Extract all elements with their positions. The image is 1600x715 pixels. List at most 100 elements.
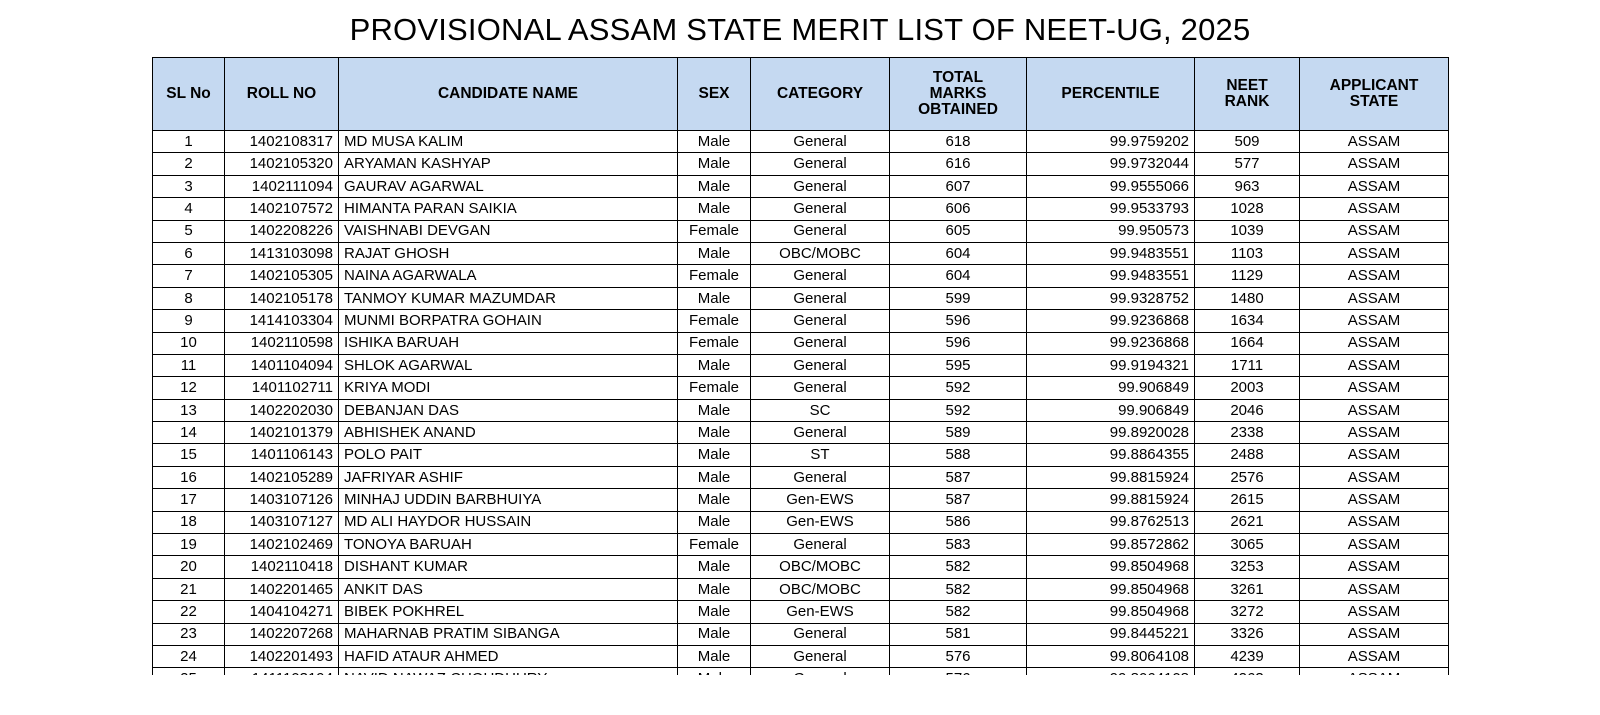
cell-candidate-name: HAFID ATAUR AHMED — [338, 644, 678, 669]
table-row[interactable]: 4 1402107572 HIMANTA PARAN SAIKIA Male Gener… — [152, 197, 1449, 221]
table-row[interactable]: 12 1401102711 KRIYA MODI Female General 592 99… — [152, 376, 1449, 400]
cell-percentile: 99.8762513 — [1026, 510, 1195, 535]
table-row[interactable]: 11 1401104094 SHLOK AGARWAL Male General 595 9… — [152, 353, 1449, 378]
cell-roll-no: 1401104094 — [224, 353, 339, 378]
cell-sex: Male — [677, 421, 751, 445]
cell-percentile: 99.9236868 — [1026, 331, 1195, 355]
cell-applicant-state: ASSAM — [1299, 241, 1449, 266]
table-row[interactable]: 5 1402208226 VAISHNABI DEVGAN Female General… — [152, 219, 1449, 243]
table-row[interactable]: 19 1402102469 TONOYA BARUAH Female General 58… — [152, 533, 1449, 557]
cell-sl-no: 24 — [152, 644, 225, 669]
cell-neet-rank: 3272 — [1194, 600, 1300, 624]
cell-neet-rank: 3065 — [1194, 533, 1300, 557]
cell-roll-no: 1403107127 — [224, 510, 339, 535]
cell-total-marks: 599 — [889, 286, 1027, 311]
cell-candidate-name: MINHAJ UDDIN BARBHUIYA — [338, 488, 678, 512]
header-line: MARKS — [929, 84, 987, 102]
cell-total-marks: 596 — [889, 309, 1027, 333]
cell-neet-rank: 3253 — [1194, 555, 1300, 579]
cell-candidate-name: VAISHNABI DEVGAN — [338, 219, 678, 243]
cell-candidate-name: BIBEK POKHREL — [338, 600, 678, 624]
cell-sex: Male — [677, 577, 751, 602]
header-line: CATEGORY — [776, 84, 864, 102]
cell-neet-rank: 2621 — [1194, 510, 1300, 535]
cell-roll-no: 1402110418 — [224, 555, 339, 579]
table-row[interactable]: 9 1414103304 MUNMI BORPATRA GOHAIN Female Ge… — [152, 309, 1449, 333]
table-row[interactable]: 15 1401106143 POLO PAIT Male ST 588 99.8864355… — [152, 443, 1449, 467]
cell-sl-no: 13 — [152, 398, 225, 423]
column-header-category: CATEGORY — [750, 57, 890, 131]
cell-sl-no: 21 — [152, 577, 225, 602]
table-row[interactable]: 3 1402111094 GAURAV AGARWAL Male General 607 9… — [152, 174, 1449, 199]
cell-category: General — [750, 465, 890, 490]
cell-candidate-name: SHLOK AGARWAL — [338, 353, 678, 378]
cell-percentile: 99.9759202 — [1026, 129, 1195, 154]
cell-sl-no: 19 — [152, 533, 225, 557]
table-row[interactable]: 10 1402110598 ISHIKA BARUAH Female General 59… — [152, 331, 1449, 355]
cell-neet-rank: 2003 — [1194, 376, 1300, 400]
cell-applicant-state: ASSAM — [1299, 577, 1449, 602]
cell-sex: Female — [677, 533, 751, 557]
cell-sl-no: 7 — [152, 264, 225, 288]
table-row[interactable]: 7 1402105305 NAINA AGARWALA Female General 60… — [152, 264, 1449, 288]
table-row[interactable]: 14 1402101379 ABHISHEK ANAND Male General 589… — [152, 421, 1449, 445]
cell-total-marks: 589 — [889, 421, 1027, 445]
cell-percentile: 99.9236868 — [1026, 309, 1195, 333]
table-row[interactable]: 20 1402110418 DISHANT KUMAR Male OBC/MOBC 582… — [152, 555, 1449, 579]
cell-total-marks: 586 — [889, 510, 1027, 535]
cell-percentile: 99.906849 — [1026, 398, 1195, 423]
table-row[interactable]: 2 1402105320 ARYAMAN KASHYAP Male General 616… — [152, 152, 1449, 176]
cell-total-marks: 582 — [889, 577, 1027, 602]
table-row[interactable]: 22 1404104271 BIBEK POKHREL Male Gen-EWS 582 9… — [152, 600, 1449, 624]
table-row[interactable]: 24 1402201493 HAFID ATAUR AHMED Male General… — [152, 644, 1449, 669]
cell-sex: Male — [677, 241, 751, 266]
cell-total-marks: 582 — [889, 600, 1027, 624]
cell-total-marks: 587 — [889, 465, 1027, 490]
cell-category: General — [750, 622, 890, 646]
cell-roll-no: 1402105320 — [224, 152, 339, 176]
cell-applicant-state: ASSAM — [1299, 622, 1449, 646]
table-header: SL No ROLL NO CANDIDATE NAME SEX CATEGOR… — [152, 57, 1449, 131]
table-row[interactable]: 13 1402202030 DEBANJAN DAS Male SC 592 99.9068… — [152, 398, 1449, 423]
cell-category: ST — [750, 443, 890, 467]
cell-category: Gen-EWS — [750, 600, 890, 624]
cell-percentile: 99.9555066 — [1026, 174, 1195, 199]
cell-total-marks: 583 — [889, 533, 1027, 557]
cell-candidate-name: HIMANTA PARAN SAIKIA — [338, 197, 678, 221]
cell-category: Gen-EWS — [750, 510, 890, 535]
cell-percentile: 99.8864355 — [1026, 443, 1195, 467]
cell-neet-rank: 2615 — [1194, 488, 1300, 512]
cell-sex: Male — [677, 129, 751, 154]
cell-percentile: 99.8504968 — [1026, 600, 1195, 624]
cell-category: General — [750, 219, 890, 243]
table-body: 1 1402108317 MD MUSA KALIM Male General 618 99… — [152, 129, 1449, 691]
cell-candidate-name: POLO PAIT — [338, 443, 678, 467]
table-row[interactable]: 17 1403107126 MINHAJ UDDIN BARBHUIYA Male Ge… — [152, 488, 1449, 512]
table-row[interactable]: 16 1402105289 JAFRIYAR ASHIF Male General 587… — [152, 465, 1449, 490]
table-row[interactable]: 23 1402207268 MAHARNAB PRATIM SIBANGA Male G… — [152, 622, 1449, 646]
cell-total-marks: 604 — [889, 264, 1027, 288]
table-row[interactable]: 6 1413103098 RAJAT GHOSH Male OBC/MOBC 604 99.… — [152, 241, 1449, 266]
cell-candidate-name: ANKIT DAS — [338, 577, 678, 602]
table-row[interactable]: 21 1402201465 ANKIT DAS Male OBC/MOBC 582 99.8… — [152, 577, 1449, 602]
cell-sex: Female — [677, 309, 751, 333]
cell-percentile: 99.906849 — [1026, 376, 1195, 400]
cell-total-marks: 604 — [889, 241, 1027, 266]
cell-roll-no: 1404104271 — [224, 600, 339, 624]
cell-total-marks: 605 — [889, 219, 1027, 243]
header-line: OBTAINED — [918, 101, 998, 119]
cell-applicant-state: ASSAM — [1299, 197, 1449, 221]
cell-percentile: 99.9533793 — [1026, 197, 1195, 221]
cell-applicant-state: ASSAM — [1299, 555, 1449, 579]
cell-applicant-state: ASSAM — [1299, 152, 1449, 176]
cell-sl-no: 3 — [152, 174, 225, 199]
cell-category: General — [750, 286, 890, 311]
cell-total-marks: 581 — [889, 622, 1027, 646]
table-row[interactable]: 1 1402108317 MD MUSA KALIM Male General 618 99… — [152, 129, 1449, 154]
table-row[interactable]: 8 1402105178 TANMOY KUMAR MAZUMDAR Male Gene… — [152, 286, 1449, 311]
cell-category: OBC/MOBC — [750, 577, 890, 602]
cell-total-marks: 588 — [889, 443, 1027, 467]
cell-total-marks: 618 — [889, 129, 1027, 154]
cell-neet-rank: 2046 — [1194, 398, 1300, 423]
table-row[interactable]: 18 1403107127 MD ALI HAYDOR HUSSAIN Male Gen… — [152, 510, 1449, 535]
